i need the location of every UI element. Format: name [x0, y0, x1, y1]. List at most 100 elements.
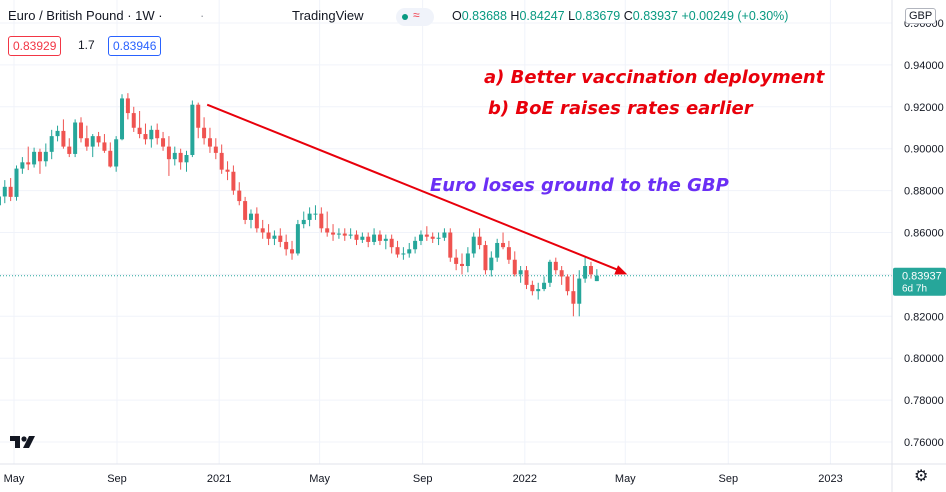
buy-price-button[interactable]: 0.83946 — [108, 36, 162, 56]
candle-down — [448, 228, 453, 262]
time-axis-tick-label: Sep — [719, 473, 739, 485]
spread-value: 1.7 — [78, 38, 95, 52]
price-axis-tick-label: 0.82000 — [904, 311, 944, 323]
candle-body — [407, 249, 412, 254]
candle-down — [512, 251, 517, 277]
candle-body — [266, 232, 271, 239]
candle-down — [96, 131, 101, 147]
candle-body — [448, 232, 453, 258]
candle-body — [2, 186, 7, 197]
candle-body — [184, 154, 189, 163]
sell-price-button[interactable]: 0.83929 — [8, 36, 62, 56]
symbol-title[interactable]: Euro / British Pound · 1W · — [8, 8, 163, 23]
candle-up — [436, 232, 441, 246]
candle-up — [2, 180, 7, 204]
candle-up — [20, 157, 25, 174]
candle-body — [90, 136, 95, 147]
candle-body — [594, 275, 599, 282]
candle-up — [594, 269, 599, 282]
candle-down — [325, 211, 330, 237]
price-axis-tick-label: 0.90000 — [904, 144, 944, 156]
candle-down — [354, 230, 359, 246]
candle-body — [237, 190, 242, 202]
candle-body — [471, 236, 476, 254]
market-open-dot-icon — [402, 14, 408, 20]
candle-body — [307, 213, 312, 220]
wave-icon: ≈ — [413, 8, 420, 22]
candle-body — [272, 235, 277, 239]
time-axis-tick-label: May — [4, 473, 25, 485]
candle-up — [32, 147, 37, 168]
candle-body — [366, 236, 371, 242]
candle-down — [524, 266, 529, 290]
price-axis-tick-label: 0.88000 — [904, 186, 944, 198]
settings-gear-icon[interactable]: ⚙ — [914, 468, 929, 485]
candle-body — [518, 270, 523, 275]
candle-down — [84, 125, 89, 151]
candle-body — [588, 266, 593, 275]
candle-body — [571, 291, 576, 304]
currency-selector[interactable]: GBP — [905, 8, 937, 24]
candle-down — [260, 219, 265, 239]
tradingview-logo-icon[interactable] — [8, 430, 40, 454]
candle-up — [495, 238, 500, 262]
candle-body — [131, 113, 136, 128]
live-status-icon[interactable]: ≈ — [396, 8, 434, 26]
candle-up — [348, 228, 353, 239]
candle-down — [424, 226, 429, 241]
candle-down — [237, 182, 242, 206]
candle-body — [155, 129, 160, 139]
price-axis-tick-label: 0.76000 — [904, 437, 944, 449]
candle-down — [553, 257, 558, 275]
candle-body — [342, 233, 347, 236]
candle-up — [536, 282, 541, 300]
candle-up — [465, 247, 470, 273]
candle-down — [477, 228, 482, 250]
candle-body — [577, 278, 582, 304]
candle-down — [501, 232, 506, 250]
candle-down — [430, 232, 435, 243]
candle-body — [583, 266, 588, 279]
candle-body — [172, 152, 177, 160]
candle-up — [577, 270, 582, 317]
time-axis-tick-label: Sep — [413, 473, 433, 485]
time-axis-tick-label: May — [615, 473, 636, 485]
candle-body — [84, 138, 89, 147]
candle-down — [571, 274, 576, 317]
candle-up — [489, 251, 494, 277]
close-label: C — [623, 9, 633, 23]
open-value: 0.83688 — [461, 9, 507, 23]
candle-body — [114, 139, 119, 167]
candle-body — [78, 122, 83, 139]
candle-body — [413, 240, 418, 250]
candle-body — [178, 152, 183, 163]
candle-body — [372, 234, 377, 242]
candle-down — [460, 253, 465, 275]
candle-down — [207, 127, 212, 153]
candle-down — [395, 240, 400, 258]
candle-down — [8, 178, 13, 202]
price-axis-tick-label: 0.80000 — [904, 353, 944, 365]
time-axis: May Sep 2021 May Sep 2022 May Sep 2023 — [4, 473, 843, 485]
candle-up — [313, 205, 318, 220]
candle-down — [278, 228, 283, 248]
candle-body — [360, 236, 365, 240]
candle-body — [295, 224, 300, 254]
candle-body — [454, 257, 459, 264]
candle-body — [14, 168, 19, 197]
candle-up — [542, 276, 547, 292]
candle-body — [377, 234, 382, 241]
candle-down — [143, 123, 148, 145]
candle-body — [55, 130, 60, 137]
time-axis-tick-label: 2022 — [513, 473, 537, 485]
candle-body — [32, 151, 37, 165]
candle-body — [553, 261, 558, 271]
candle-down — [155, 123, 160, 145]
time-axis-tick-label: May — [309, 473, 330, 485]
candle-body — [313, 213, 318, 215]
candle-body — [8, 186, 13, 197]
candle-down — [506, 240, 511, 264]
candle-body — [43, 151, 48, 162]
candle-down — [266, 224, 271, 246]
